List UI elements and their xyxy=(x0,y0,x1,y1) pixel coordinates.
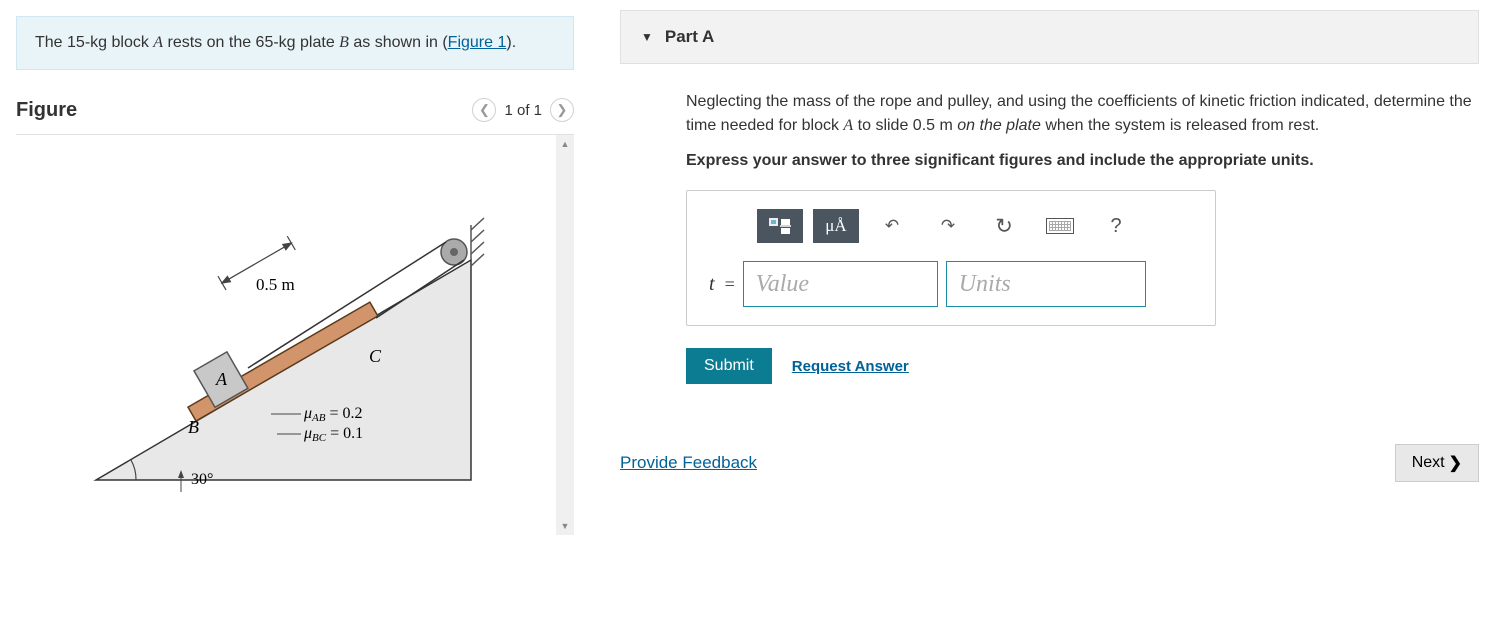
figure-nav: ❮ 1 of 1 ❯ xyxy=(472,98,574,122)
redo-button[interactable]: ↷ xyxy=(925,209,971,243)
chevron-right-icon: ❯ xyxy=(1449,453,1462,473)
part-label: Part A xyxy=(665,27,714,47)
fig-dist-label: 0.5 m xyxy=(256,275,295,294)
answer-row: t = xyxy=(709,261,1193,307)
templates-button[interactable] xyxy=(757,209,803,243)
left-panel: The 15-kg block A rests on the 65-kg pla… xyxy=(0,0,590,627)
symbols-button[interactable]: μÅ xyxy=(813,209,859,243)
undo-button[interactable]: ↶ xyxy=(869,209,915,243)
units-input[interactable] xyxy=(946,261,1146,307)
figure-counter: 1 of 1 xyxy=(504,102,542,119)
reset-button[interactable]: ↻ xyxy=(981,209,1027,243)
problem-text: ). xyxy=(506,34,516,51)
problem-text: as shown in ( xyxy=(349,34,448,51)
instruction-text: Express your answer to three significant… xyxy=(686,152,1479,170)
figure-image: 0.5 m A B C 30° μAB = 0.2 xyxy=(16,135,556,535)
caret-down-icon: ▼ xyxy=(641,30,653,44)
answer-toolbar: μÅ ↶ ↷ ↻ ? xyxy=(757,209,1193,243)
var-a: A xyxy=(153,34,163,51)
svg-text:μAB = 0.2: μAB = 0.2 xyxy=(303,405,363,424)
problem-statement: The 15-kg block A rests on the 65-kg pla… xyxy=(16,16,574,70)
fraction-icon xyxy=(767,216,793,236)
variable-label: t xyxy=(709,273,715,296)
provide-feedback-link[interactable]: Provide Feedback xyxy=(620,453,757,473)
bottom-row: Provide Feedback Next ❯ xyxy=(620,444,1479,482)
svg-text:30°: 30° xyxy=(191,471,213,488)
figure-viewport: 0.5 m A B C 30° μAB = 0.2 xyxy=(16,135,574,535)
right-panel: ▼ Part A Neglecting the mass of the rope… xyxy=(590,0,1499,627)
keyboard-button[interactable] xyxy=(1037,209,1083,243)
value-input[interactable] xyxy=(743,261,938,307)
answer-box: μÅ ↶ ↷ ↻ ? t = xyxy=(686,190,1216,326)
equals-sign: = xyxy=(725,274,735,295)
figure-link[interactable]: Figure 1 xyxy=(448,34,507,51)
next-button[interactable]: Next ❯ xyxy=(1395,444,1479,482)
figure-header: Figure ❮ 1 of 1 ❯ xyxy=(16,98,574,135)
svg-text:C: C xyxy=(369,346,382,366)
part-header[interactable]: ▼ Part A xyxy=(620,10,1479,64)
figure-prev-button[interactable]: ❮ xyxy=(472,98,496,122)
help-button[interactable]: ? xyxy=(1093,209,1139,243)
figure-title: Figure xyxy=(16,99,77,122)
submit-button[interactable]: Submit xyxy=(686,348,772,384)
svg-text:A: A xyxy=(215,369,228,389)
problem-text: The 15-kg block xyxy=(35,34,153,51)
figure-scrollbar[interactable]: ▲ ▼ xyxy=(556,135,574,535)
question-body: Neglecting the mass of the rope and pull… xyxy=(620,64,1479,384)
svg-text:μBC = 0.1: μBC = 0.1 xyxy=(303,425,363,444)
submit-row: Submit Request Answer xyxy=(686,348,1479,384)
var-b: B xyxy=(339,34,349,51)
figure-section: Figure ❮ 1 of 1 ❯ xyxy=(16,98,574,535)
next-label: Next xyxy=(1412,454,1445,472)
svg-text:B: B xyxy=(188,417,199,437)
question-text: Neglecting the mass of the rope and pull… xyxy=(686,90,1479,138)
scroll-down-icon[interactable]: ▼ xyxy=(556,517,574,535)
keyboard-icon xyxy=(1046,218,1074,234)
scroll-track[interactable] xyxy=(556,153,574,517)
figure-next-button[interactable]: ❯ xyxy=(550,98,574,122)
problem-text: rests on the 65-kg plate xyxy=(163,34,339,51)
scroll-up-icon[interactable]: ▲ xyxy=(556,135,574,153)
request-answer-link[interactable]: Request Answer xyxy=(792,358,909,375)
